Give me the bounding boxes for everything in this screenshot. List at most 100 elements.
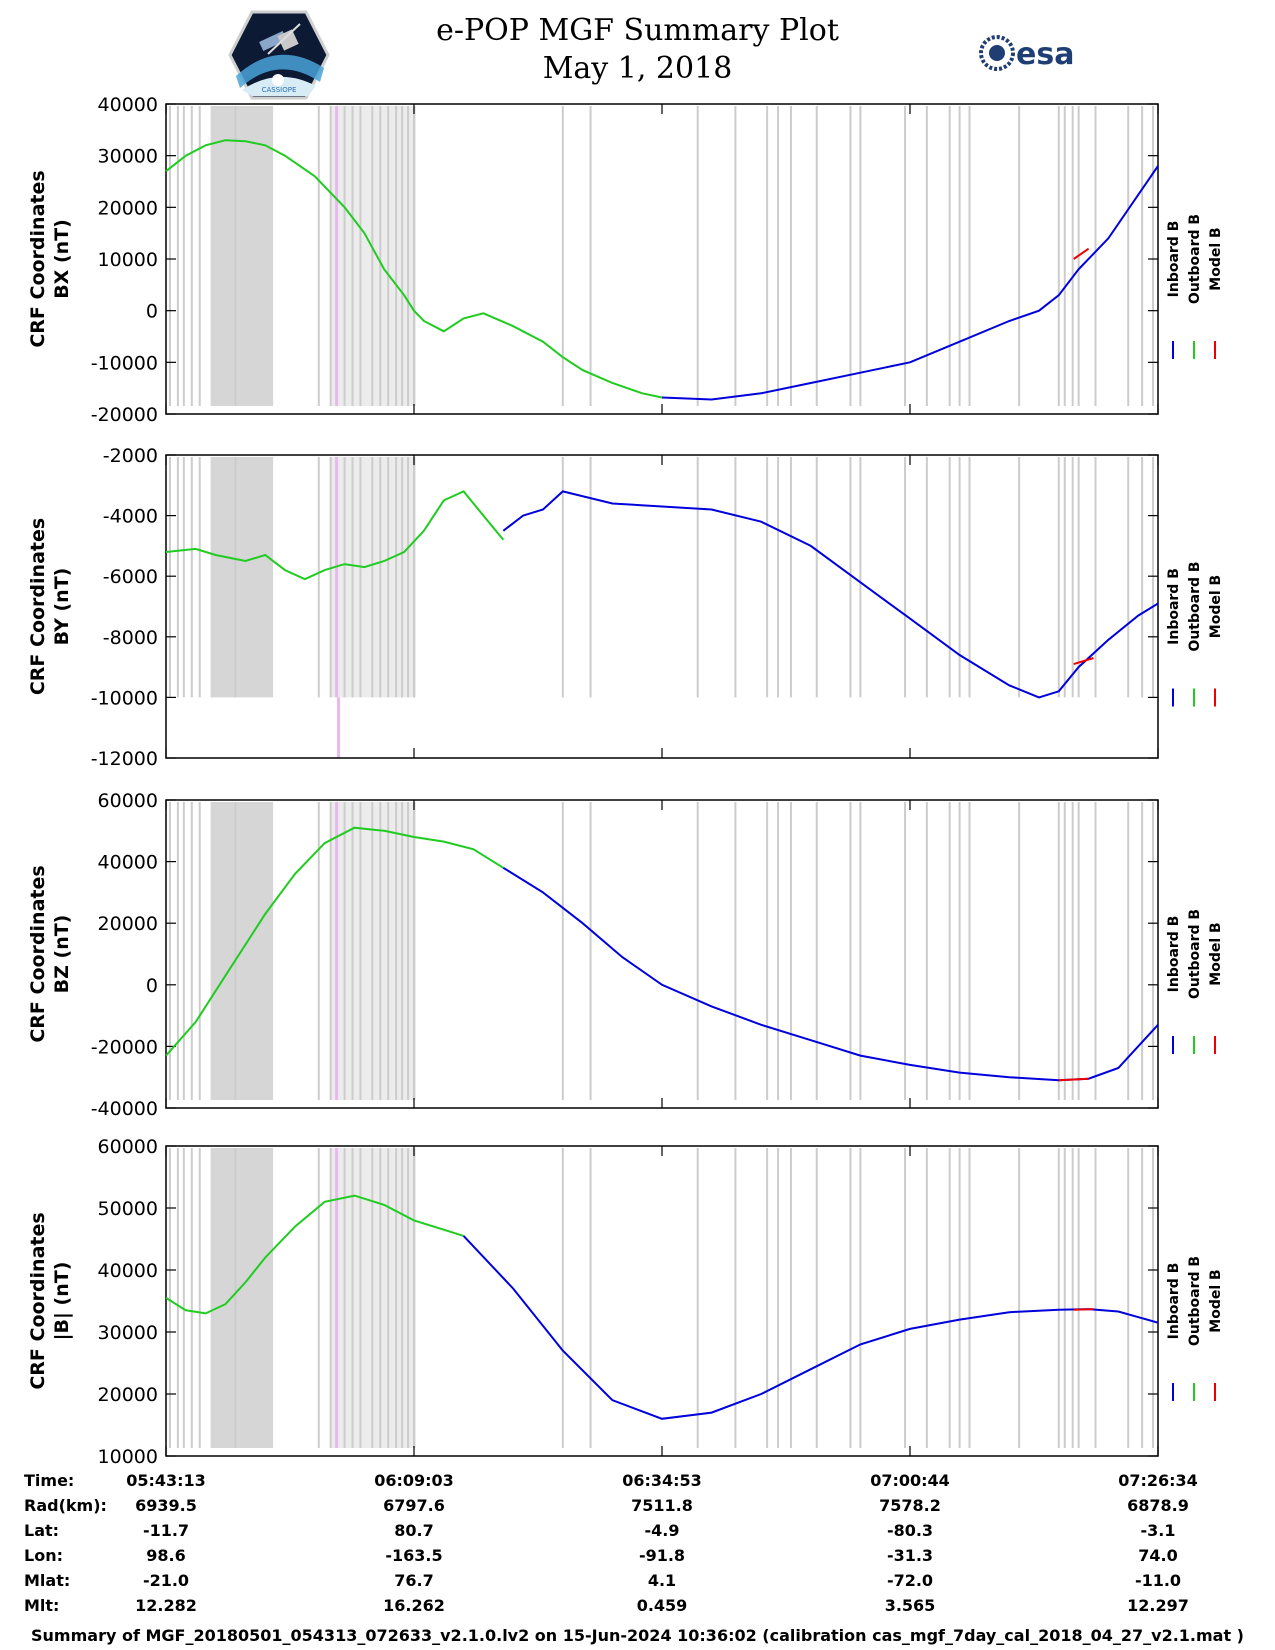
table-cell: -91.8	[638, 1546, 686, 1565]
table-cell: 12.282	[135, 1596, 197, 1615]
y-tick-label: -2000	[103, 445, 158, 467]
y-axis-label: CRF Coordinates BX (nT)	[27, 170, 73, 347]
plot-frame	[165, 1145, 1159, 1457]
series-line-model-b	[1073, 247, 1090, 260]
y-axis-label: CRF Coordinates BY (nT)	[27, 518, 73, 695]
shaded-gap-region	[210, 457, 274, 698]
series-line-inboard-b	[502, 490, 1159, 699]
table-cell: -31.3	[886, 1546, 934, 1565]
esa-logo-text: esa	[1016, 37, 1074, 72]
y-tick-label: -10000	[91, 352, 158, 374]
table-cell: 6939.5	[135, 1496, 197, 1515]
series-line-model-b	[1073, 657, 1094, 666]
y-tick-label: -20000	[91, 1036, 158, 1058]
legend-label: Model B	[1208, 1269, 1224, 1332]
table-cell: 7511.8	[631, 1496, 693, 1515]
table-cell: 7578.2	[879, 1496, 941, 1515]
series-line-outboard-b	[165, 826, 504, 1057]
legend-label: Model B	[1208, 922, 1224, 985]
table-cell: 16.262	[383, 1596, 445, 1615]
panel-3: 60000 40000 20000 0 -20000 -40000 CRF Coordina…	[27, 790, 1224, 1120]
table-row-label: Mlt:	[24, 1596, 60, 1615]
y-tick-label: 30000	[98, 146, 158, 168]
plot-frame	[165, 454, 1159, 759]
series-line-model-b	[1058, 1077, 1089, 1082]
panel-4: 60000 50000 40000 30000 20000 10000 CRF Coordi…	[27, 1136, 1224, 1468]
legend-label: Outboard B	[1187, 214, 1203, 304]
table-row-label: Lon:	[24, 1546, 63, 1565]
legend-label: Model B	[1208, 227, 1224, 290]
table-cell: 06:09:03	[374, 1471, 454, 1490]
table-cell: 12.297	[1127, 1596, 1189, 1615]
legend-label: Inboard B	[1166, 568, 1182, 645]
cassiope-logo: CASSIOPE	[228, 10, 330, 100]
legend-label: Outboard B	[1187, 1256, 1203, 1346]
series-line-model-b	[1073, 1308, 1094, 1311]
y-tick-label: 60000	[98, 1136, 158, 1158]
esa-logo: esa	[979, 35, 1074, 72]
shaded-gap-region	[210, 1148, 274, 1448]
panel-2: -2000 -4000 -6000 -8000 -10000 -12000 CRF Coor…	[27, 445, 1224, 770]
legend-label: Outboard B	[1187, 561, 1203, 651]
legend-label: Outboard B	[1187, 909, 1203, 999]
legend-label: Model B	[1208, 575, 1224, 638]
plot-frame	[165, 799, 1159, 1109]
y-tick-label: 40000	[98, 1260, 158, 1282]
y-tick-label: 40000	[98, 94, 158, 116]
table-cell: -3.1	[1140, 1521, 1176, 1540]
page-subtitle: May 1, 2018	[542, 51, 733, 86]
y-tick-label: 10000	[98, 249, 158, 271]
svg-text:CASSIOPE: CASSIOPE	[262, 86, 297, 94]
table-row-label: Mlat:	[24, 1571, 71, 1590]
y-tick-label: 20000	[98, 1384, 158, 1406]
y-tick-label: 40000	[98, 852, 158, 874]
y-tick-label: 30000	[98, 1322, 158, 1344]
y-tick-label: 50000	[98, 1198, 158, 1220]
legend-label: Inboard B	[1166, 1263, 1182, 1340]
y-tick-label: -20000	[91, 404, 158, 426]
series-line-outboard-b	[165, 139, 663, 399]
series-line-outboard-b	[165, 490, 505, 581]
y-tick-label: -40000	[91, 1098, 158, 1120]
y-tick-label: -6000	[103, 566, 158, 588]
table-cell: 4.1	[647, 1571, 677, 1590]
shaded-gap-region	[210, 106, 274, 406]
table-cell: 07:00:44	[870, 1471, 950, 1490]
table-cell: 80.7	[394, 1521, 434, 1540]
table-cell: 0.459	[636, 1596, 688, 1615]
table-cell: 74.0	[1138, 1546, 1178, 1565]
table-cell: -72.0	[886, 1571, 934, 1590]
y-tick-label: -4000	[103, 506, 158, 528]
legend-label: Inboard B	[1166, 221, 1182, 298]
y-tick-label: -10000	[91, 687, 158, 709]
table-cell: -11.7	[142, 1521, 190, 1540]
y-tick-label: 0	[146, 301, 158, 323]
y-tick-label: 20000	[98, 913, 158, 935]
table-cell: -163.5	[385, 1546, 443, 1565]
table-cell: 76.7	[394, 1571, 434, 1590]
table-row-label: Rad(km):	[24, 1496, 107, 1515]
table-cell: -21.0	[142, 1571, 190, 1590]
table-cell: 3.565	[884, 1596, 936, 1615]
y-tick-label: -12000	[91, 748, 158, 770]
y-tick-label: 0	[146, 975, 158, 997]
table-cell: -4.9	[644, 1521, 680, 1540]
table-cell: 6797.6	[383, 1496, 445, 1515]
table-cell: 98.6	[146, 1546, 186, 1565]
plot-frame	[165, 103, 1159, 415]
table-row-label: Lat:	[24, 1521, 60, 1540]
page-title: e-POP MGF Summary Plot	[436, 13, 839, 48]
footer-caption: Summary of MGF_20180501_054313_072633_v2…	[31, 1626, 1244, 1645]
table-cell: -80.3	[886, 1521, 934, 1540]
series-line-inboard-b	[661, 165, 1159, 401]
series-line-outboard-b	[165, 1194, 464, 1315]
table-cell: 05:43:13	[126, 1471, 206, 1490]
legend-label: Inboard B	[1166, 916, 1182, 993]
y-axis-label: CRF Coordinates |B| (nT)	[27, 1212, 73, 1389]
y-tick-label: 10000	[98, 1446, 158, 1468]
table-cell: -11.0	[1134, 1571, 1182, 1590]
y-tick-label: 20000	[98, 197, 158, 219]
table-cell: 06:34:53	[622, 1471, 702, 1490]
table-row-label: Time:	[24, 1471, 75, 1490]
